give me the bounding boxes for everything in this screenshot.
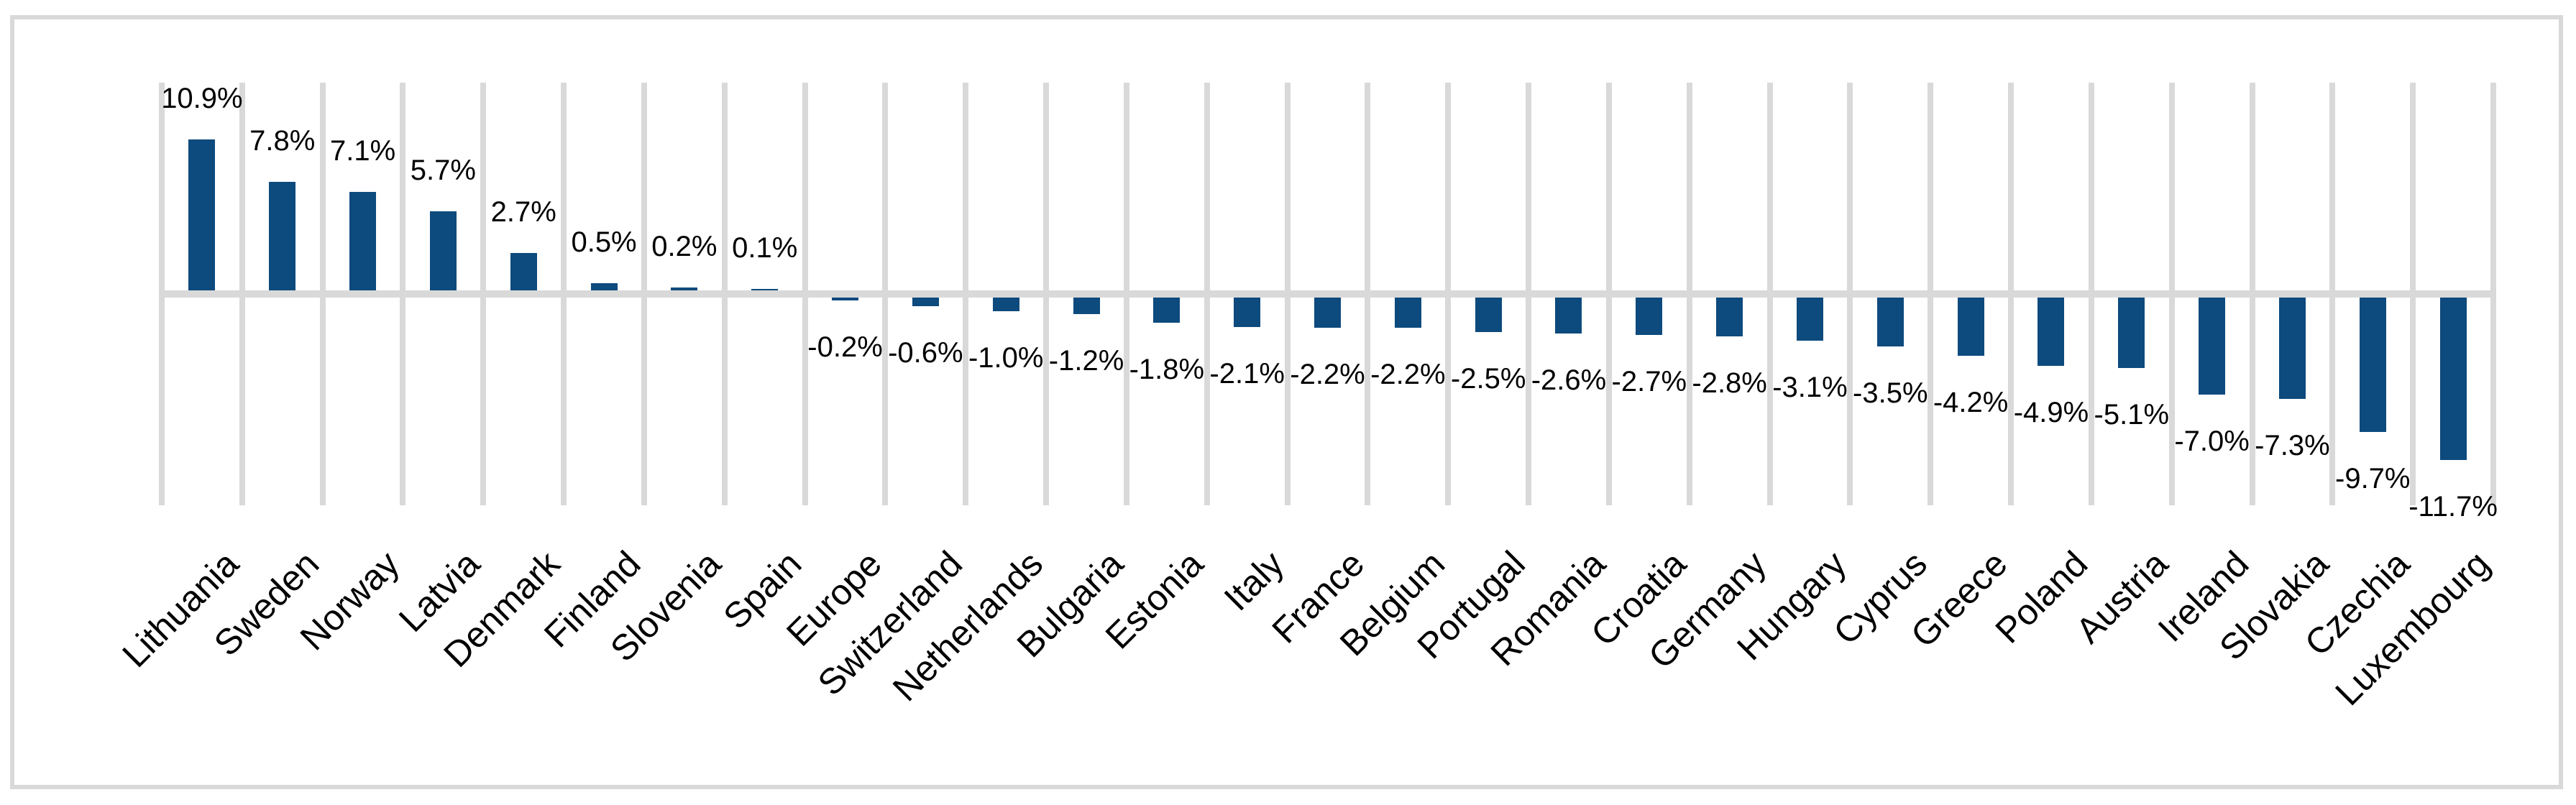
data-label: -4.9%: [2013, 396, 2089, 428]
bar-latvia: [429, 211, 457, 290]
data-label: -1.8%: [1129, 353, 1205, 385]
bar-hungary: [1796, 298, 1823, 341]
data-label: -2.7%: [1611, 366, 1687, 398]
data-label: -2.6%: [1531, 364, 1607, 397]
data-label: -2.8%: [1692, 367, 1767, 400]
bar-slovenia: [671, 288, 698, 290]
bar-romania: [1555, 298, 1582, 334]
bar-finland: [590, 283, 618, 290]
bar-belgium: [1394, 298, 1421, 328]
data-label: 7.1%: [329, 134, 396, 167]
bar-luxembourg: [2439, 298, 2467, 460]
data-label: 10.9%: [161, 82, 243, 114]
bar-sweden: [269, 182, 296, 290]
bar-denmark: [510, 252, 537, 290]
bar-spain: [751, 289, 779, 290]
data-label: -7.0%: [2174, 426, 2250, 458]
x-axis-zero-line: [162, 290, 2493, 298]
bar-lithuania: [188, 139, 216, 290]
data-label: -9.7%: [2335, 463, 2411, 495]
bar-europe: [832, 298, 859, 300]
data-label: -11.7%: [2408, 490, 2498, 523]
bar-croatia: [1636, 298, 1663, 336]
data-label: 2.7%: [490, 196, 556, 228]
data-label: -2.2%: [1370, 359, 1446, 391]
bar-norway: [349, 191, 377, 290]
data-label: 5.7%: [410, 154, 476, 186]
chart-border: [10, 15, 2563, 789]
bar-bulgaria: [1073, 298, 1100, 315]
bar-portugal: [1475, 298, 1502, 333]
bar-austria: [2118, 298, 2145, 369]
data-label: 7.8%: [249, 125, 316, 157]
data-label: -3.5%: [1853, 377, 1928, 409]
category-gridline: [2490, 83, 2496, 505]
data-label: -2.5%: [1450, 363, 1526, 395]
data-label: -2.1%: [1209, 357, 1285, 390]
bar-cyprus: [1876, 298, 1904, 346]
bar-switzerland: [912, 298, 939, 306]
data-label: -7.3%: [2255, 429, 2330, 461]
bar-ireland: [2199, 298, 2226, 395]
data-label: 0.1%: [732, 232, 798, 264]
data-label: -1.0%: [968, 342, 1044, 374]
bar-germany: [1716, 298, 1743, 337]
bar-france: [1314, 298, 1341, 328]
bar-netherlands: [992, 298, 1019, 312]
data-label: -0.6%: [888, 336, 963, 369]
data-label: -2.2%: [1290, 359, 1365, 391]
data-label: -0.2%: [807, 331, 883, 363]
data-label: -1.2%: [1048, 345, 1124, 377]
data-label: -3.1%: [1772, 371, 1848, 403]
data-label: 0.5%: [571, 226, 637, 259]
bar-czechia: [2359, 298, 2386, 433]
bar-slovakia: [2278, 298, 2306, 399]
data-label: -5.1%: [2094, 399, 2170, 431]
bar-greece: [1957, 298, 1984, 356]
bar-italy: [1234, 298, 1261, 327]
bar-estonia: [1153, 298, 1181, 323]
data-label: -4.2%: [1933, 387, 2009, 419]
bar-poland: [2038, 298, 2065, 366]
data-label: 0.2%: [651, 231, 718, 263]
